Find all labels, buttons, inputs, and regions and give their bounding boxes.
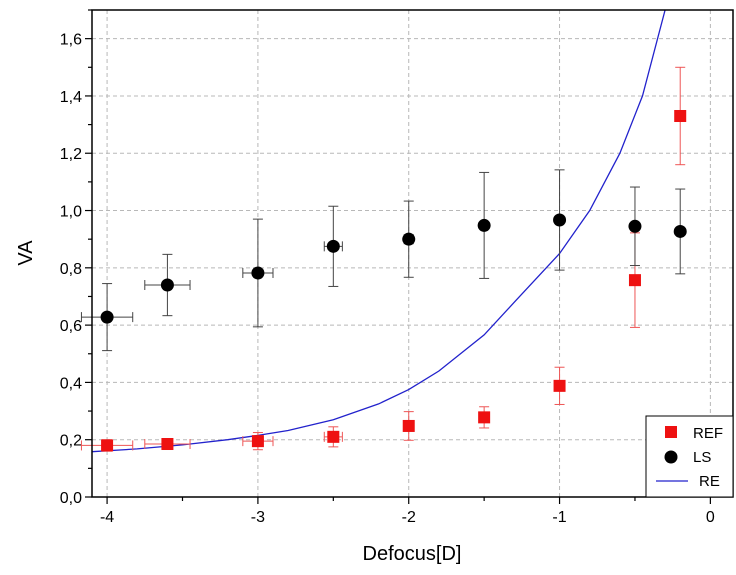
y-tick-label: 0,2 bbox=[60, 433, 82, 450]
y-tick-label: 0,6 bbox=[60, 318, 82, 335]
legend-label-ls: LS bbox=[693, 449, 711, 466]
grid bbox=[92, 10, 733, 497]
y-tick-label: 1,0 bbox=[60, 204, 82, 221]
x-tick-label: 0 bbox=[706, 509, 715, 526]
x-tick-label: -2 bbox=[402, 509, 416, 526]
ls-point bbox=[100, 310, 114, 324]
legend-marker-ls bbox=[664, 450, 678, 464]
legend: REF LS RE bbox=[645, 415, 734, 498]
ls-point bbox=[160, 278, 174, 292]
ref-point bbox=[327, 430, 340, 443]
y-tick-label: 1,4 bbox=[60, 89, 82, 106]
ls-point bbox=[402, 232, 416, 246]
ls-point bbox=[477, 218, 491, 232]
x-tick-label: -1 bbox=[552, 509, 566, 526]
legend-box bbox=[645, 415, 734, 498]
ref-point bbox=[674, 109, 687, 122]
legend-label-re: RE bbox=[699, 473, 720, 490]
ls-point bbox=[553, 213, 567, 227]
y-tick-label: 0,8 bbox=[60, 261, 82, 278]
y-axis-title: VA bbox=[15, 240, 37, 266]
y-tick-label: 0,4 bbox=[60, 375, 82, 392]
legend-marker-ref bbox=[665, 426, 677, 438]
ref-point bbox=[402, 419, 415, 432]
ref-point bbox=[553, 379, 566, 392]
y-tick-label: 1,6 bbox=[60, 32, 82, 49]
x-tick-label: -4 bbox=[100, 509, 114, 526]
ls-point bbox=[628, 219, 642, 233]
x-axis-title: Defocus[D] bbox=[363, 543, 462, 565]
x-tick-label: -3 bbox=[251, 509, 265, 526]
axis-ticks: -4 -3 -2 -1 0 0,0 0,2 0,4 0,6 0,8 1,0 1,2 1,4 1,6 bbox=[60, 9, 715, 526]
plot-frame bbox=[91, 9, 734, 498]
legend-label-ref: REF bbox=[693, 425, 723, 442]
ref-point bbox=[628, 274, 641, 287]
ref-point bbox=[478, 411, 491, 424]
ls-point bbox=[673, 224, 687, 238]
ls-point bbox=[251, 266, 265, 280]
ref-point bbox=[161, 438, 174, 451]
y-tick-label: 0,0 bbox=[60, 490, 82, 507]
ls-point bbox=[326, 239, 340, 253]
ref-point bbox=[251, 435, 264, 448]
y-tick-label: 1,2 bbox=[60, 146, 82, 163]
ref-point bbox=[101, 439, 114, 452]
plot-area bbox=[80, 10, 687, 453]
re-curve bbox=[92, 10, 666, 453]
